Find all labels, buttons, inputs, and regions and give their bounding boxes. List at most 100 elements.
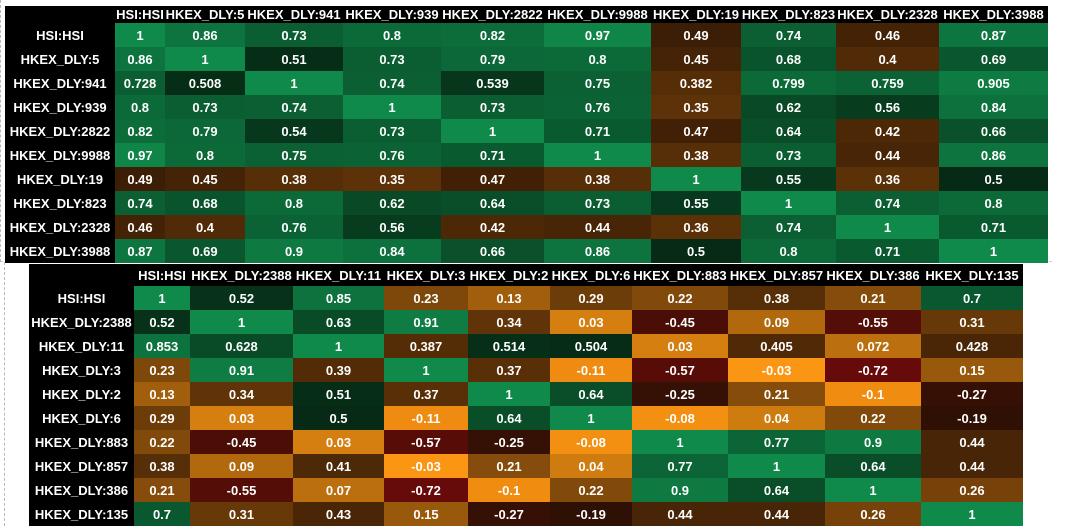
column-header: HKEX_DLY:941 [245, 6, 343, 23]
heatmap-cell: 0.7 [134, 502, 190, 526]
heatmap-cell: 0.34 [468, 310, 550, 334]
heatmap-cell: 0.44 [921, 430, 1023, 454]
column-header: HSI:HSI [115, 6, 165, 23]
header-row: HSI:HSI HKEX_DLY:5 HKEX_DLY:941 HKEX_DLY:93… [5, 6, 1048, 23]
heatmap-cell: 0.82 [441, 23, 544, 47]
heatmap-row: HKEX_DLY:2 0.13 0.34 0.51 0.37 1 0.64 -0.25 0.21… [29, 382, 1023, 406]
row-header: HKEX_DLY:823 [5, 191, 115, 215]
heatmap-cell: -0.57 [384, 430, 468, 454]
heatmap-row: HKEX_DLY:883 0.22 -0.45 0.03 -0.57 -0.25 -0.08… [29, 430, 1023, 454]
column-header: HKEX_DLY:9988 [544, 6, 651, 23]
heatmap-cell: 0.66 [939, 119, 1048, 143]
heatmap-cell: 0.45 [165, 167, 245, 191]
heatmap-cell: 0.76 [245, 215, 343, 239]
heatmap-cell: 0.38 [728, 286, 825, 310]
heatmap-cell: 0.539 [441, 71, 544, 95]
heatmap-cell: 0.38 [134, 454, 190, 478]
heatmap-cell: 0.35 [343, 167, 441, 191]
heatmap-cell: 0.21 [825, 286, 921, 310]
heatmap-cell: 0.36 [836, 167, 939, 191]
heatmap-cell: 0.64 [441, 191, 544, 215]
heatmap-cell: 0.75 [544, 71, 651, 95]
heatmap-cell: 0.38 [544, 167, 651, 191]
heatmap-cell: 0.86 [165, 23, 245, 47]
heatmap-row: HKEX_DLY:941 0.728 0.508 1 0.74 0.539 0.75 0.38… [5, 71, 1048, 95]
heatmap-cell: 0.508 [165, 71, 245, 95]
column-header: HKEX_DLY:2328 [836, 6, 939, 23]
heatmap-cell: 0.5 [939, 167, 1048, 191]
heatmap-row: HKEX_DLY:2822 0.82 0.79 0.54 0.73 1 0.71 0.47 0.… [5, 119, 1048, 143]
heatmap-cell: -0.55 [190, 478, 293, 502]
row-header: HKEX_DLY:939 [5, 95, 115, 119]
heatmap-cell: 0.31 [921, 310, 1023, 334]
heatmap-cell: 1 [836, 215, 939, 239]
heatmap-cell: 0.64 [468, 406, 550, 430]
heatmap-cell: 0.51 [245, 47, 343, 71]
heatmap-row: HKEX_DLY:3 0.23 0.91 0.39 1 0.37 -0.11 -0.57 -0.… [29, 358, 1023, 382]
column-header: HKEX_DLY:5 [165, 6, 245, 23]
heatmap-cell: 0.03 [550, 310, 632, 334]
heatmap-cell: 1 [190, 310, 293, 334]
heatmap-cell: 0.03 [293, 430, 384, 454]
heatmap-cell: 0.42 [836, 119, 939, 143]
row-header: HKEX_DLY:9988 [5, 143, 115, 167]
heatmap-cell: -0.72 [384, 478, 468, 502]
heatmap-cell: 0.04 [550, 454, 632, 478]
heatmap-cell: 0.74 [741, 23, 836, 47]
heatmap-cell: 0.85 [293, 286, 384, 310]
heatmap-cell: 0.79 [441, 47, 544, 71]
heatmap-cell: 0.09 [190, 454, 293, 478]
heatmap-1-body: HSI:HSI HKEX_DLY:5 HKEX_DLY:941 HKEX_DLY:93… [5, 6, 1048, 263]
column-header: HKEX_DLY:2822 [441, 6, 544, 23]
heatmap-cell: 0.26 [921, 478, 1023, 502]
heatmap-cell: 0.68 [741, 47, 836, 71]
column-header: HKEX_DLY:3 [384, 264, 468, 286]
heatmap-cell: 0.36 [651, 215, 741, 239]
heatmap-cell: 0.74 [741, 215, 836, 239]
heatmap-cell: 0.21 [468, 454, 550, 478]
heatmap-cell: 0.37 [384, 382, 468, 406]
row-header: HKEX_DLY:5 [5, 47, 115, 71]
heatmap-cell: 0.64 [825, 454, 921, 478]
heatmap-cell: -0.19 [550, 502, 632, 526]
heatmap-cell: 0.853 [134, 334, 190, 358]
column-header: HKEX_DLY:11 [293, 264, 384, 286]
heatmap-cell: 0.387 [384, 334, 468, 358]
heatmap-cell: 1 [293, 334, 384, 358]
heatmap-cell: 0.44 [921, 454, 1023, 478]
heatmap-cell: 0.13 [134, 382, 190, 406]
heatmap-cell: 0.47 [441, 167, 544, 191]
row-header: HKEX_DLY:11 [29, 334, 134, 358]
heatmap-cell: 1 [939, 239, 1048, 263]
heatmap-cell: -0.11 [550, 358, 632, 382]
heatmap-cell: -0.25 [468, 430, 550, 454]
heatmap-cell: 0.71 [836, 239, 939, 263]
heatmap-cell: 0.82 [115, 119, 165, 143]
heatmap-cell: 0.628 [190, 334, 293, 358]
heatmap-cell: 0.21 [728, 382, 825, 406]
heatmap-cell: 1 [651, 167, 741, 191]
heatmap-cell: 0.8 [939, 191, 1048, 215]
heatmap-cell: 1 [134, 286, 190, 310]
heatmap-row: HKEX_DLY:939 0.8 0.73 0.74 1 0.73 0.76 0.35 0.62… [5, 95, 1048, 119]
heatmap-cell: 0.8 [245, 191, 343, 215]
column-header: HKEX_DLY:883 [632, 264, 728, 286]
heatmap-row: HSI:HSI 1 0.52 0.85 0.23 0.13 0.29 0.22 0.38 0.21… [29, 286, 1023, 310]
heatmap-cell: 0.728 [115, 71, 165, 95]
heatmap-cell: 0.74 [115, 191, 165, 215]
heatmap-row: HKEX_DLY:135 0.7 0.31 0.43 0.15 -0.27 -0.19 0.4… [29, 502, 1023, 526]
heatmap-cell: 0.39 [293, 358, 384, 382]
heatmap-cell: 0.072 [825, 334, 921, 358]
heatmap-cell: 0.22 [550, 478, 632, 502]
heatmap-cell: 0.77 [728, 430, 825, 454]
heatmap-row: HKEX_DLY:857 0.38 0.09 0.41 -0.03 0.21 0.04 0.7… [29, 454, 1023, 478]
heatmap-row: HKEX_DLY:19 0.49 0.45 0.38 0.35 0.47 0.38 1 0.55… [5, 167, 1048, 191]
heatmap-cell: 0.54 [245, 119, 343, 143]
heatmap-cell: 1 [544, 143, 651, 167]
heatmap-cell: 0.84 [343, 239, 441, 263]
heatmap-row: HKEX_DLY:6 0.29 0.03 0.5 -0.11 0.64 1 -0.08 0.04… [29, 406, 1023, 430]
heatmap-cell: 0.905 [939, 71, 1048, 95]
heatmap-cell: 0.799 [741, 71, 836, 95]
heatmap-cell: -0.72 [825, 358, 921, 382]
row-header: HKEX_DLY:883 [29, 430, 134, 454]
